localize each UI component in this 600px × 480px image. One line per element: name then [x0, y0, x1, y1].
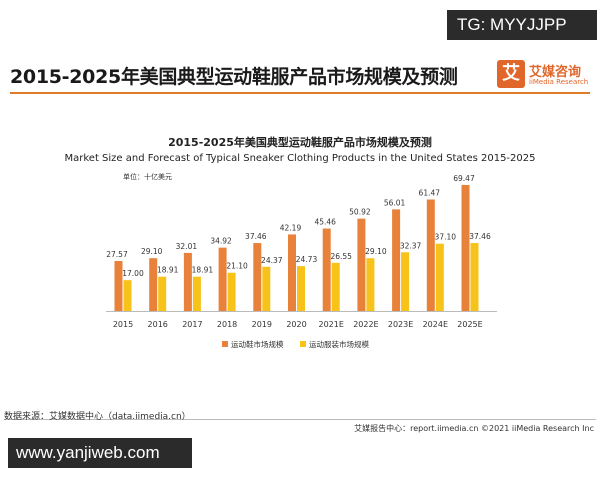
- chart-title: 2015-2025年美国典型运动鞋服产品市场规模及预测: [168, 136, 432, 149]
- data-label-apparel-2025E: 37.46: [469, 232, 491, 241]
- bar-apparel-2016: [158, 276, 167, 311]
- data-label-apparel-2020: 24.73: [296, 255, 318, 264]
- brand-logo: 艾 艾媒咨询 iiMedia Research: [497, 60, 595, 92]
- bar-apparel-2024E: [435, 243, 444, 311]
- tg-label: TG: MYYJJPP: [447, 10, 597, 40]
- data-label-sneaker-2019: 37.46: [245, 232, 267, 241]
- data-label-sneaker-2017: 32.01: [176, 242, 198, 251]
- data-label-apparel-2019: 24.37: [261, 256, 283, 265]
- legend-label-apparel: 运动服装市场规模: [309, 339, 369, 349]
- data-label-sneaker-2016: 29.10: [141, 247, 163, 256]
- data-label-apparel-2017: 18.91: [192, 266, 214, 275]
- data-label-apparel-2018: 21.10: [226, 262, 248, 271]
- data-source: 数据来源：艾媒数据中心（data.iimedia.cn）: [4, 412, 191, 422]
- bar-apparel-2018: [227, 272, 236, 311]
- data-label-sneaker-2020: 42.19: [280, 223, 302, 232]
- x-tick-label-2016: 2016: [148, 320, 168, 329]
- logo-name-en: iiMedia Research: [529, 78, 589, 86]
- bar-sneaker-2023E: [392, 209, 401, 311]
- bar-apparel-2022E: [366, 258, 375, 311]
- x-tick-label-2018: 2018: [217, 320, 237, 329]
- bar-sneaker-2024E: [426, 199, 435, 311]
- data-label-sneaker-2018: 34.92: [210, 237, 232, 246]
- bar-apparel-2019: [262, 266, 271, 311]
- copyright-text: 艾媒报告中心：report.iimedia.cn ©2021 iiMedia R…: [354, 424, 594, 433]
- logo-name-cn: 艾媒咨询: [529, 65, 582, 80]
- chart-unit-label: 单位：十亿美元: [123, 173, 172, 181]
- data-label-apparel-2023E: 32.37: [400, 241, 422, 250]
- data-label-sneaker-2024E: 61.47: [419, 188, 441, 197]
- x-tick-label-2015: 2015: [113, 320, 133, 329]
- chart-subtitle: Market Size and Forecast of Typical Snea…: [64, 153, 536, 164]
- logo-icon: 艾: [497, 60, 525, 88]
- data-label-apparel-2021E: 26.55: [330, 252, 352, 261]
- bar-apparel-2020: [297, 266, 305, 311]
- legend-label-sneaker: 运动鞋市场规模: [231, 339, 284, 349]
- data-label-sneaker-2015: 27.57: [106, 250, 128, 259]
- title-divider: [10, 92, 590, 94]
- bar-apparel-2021E: [331, 262, 340, 311]
- x-tick-label-2025E: 2025E: [457, 320, 482, 329]
- legend-swatch-sneaker: [222, 341, 228, 347]
- bar-sneaker-2018: [218, 247, 227, 311]
- data-label-apparel-2016: 18.91: [157, 266, 179, 275]
- bar-sneaker-2015: [114, 260, 123, 311]
- x-tick-label-2024E: 2024E: [423, 320, 448, 329]
- bar-sneaker-2020: [288, 234, 296, 311]
- x-tick-label-2019: 2019: [252, 320, 272, 329]
- bar-sneaker-2021E: [322, 228, 331, 311]
- bar-apparel-2023E: [401, 252, 410, 311]
- bar-apparel-2017: [192, 276, 201, 311]
- bar-sneaker-2017: [183, 252, 192, 311]
- legend-swatch-apparel: [300, 341, 306, 347]
- x-tick-label-2017: 2017: [182, 320, 202, 329]
- x-tick-label-2020: 2020: [286, 320, 306, 329]
- bar-apparel-2015: [123, 280, 132, 311]
- bar-sneaker-2016: [149, 258, 158, 311]
- x-tick-label-2022E: 2022E: [353, 320, 378, 329]
- bar-apparel-2025E: [470, 243, 479, 311]
- data-label-sneaker-2023E: 56.01: [384, 198, 406, 207]
- bar-sneaker-2019: [253, 243, 262, 311]
- data-label-apparel-2022E: 29.10: [365, 247, 387, 256]
- data-label-apparel-2015: 17.00: [122, 269, 144, 278]
- data-label-apparel-2024E: 37.10: [435, 233, 457, 242]
- data-label-sneaker-2022E: 50.92: [349, 208, 371, 217]
- page-title: 2015-2025年美国典型运动鞋服产品市场规模及预测: [10, 66, 458, 88]
- data-label-sneaker-2021E: 45.46: [314, 218, 336, 227]
- bar-sneaker-2022E: [357, 218, 366, 311]
- bar-sneaker-2025E: [461, 184, 470, 311]
- x-tick-label-2021E: 2021E: [318, 320, 343, 329]
- footer-divider: [4, 419, 596, 420]
- data-label-sneaker-2025E: 69.47: [453, 174, 475, 183]
- watermark: www.yanjiweb.com: [8, 438, 192, 468]
- x-tick-label-2023E: 2023E: [388, 320, 413, 329]
